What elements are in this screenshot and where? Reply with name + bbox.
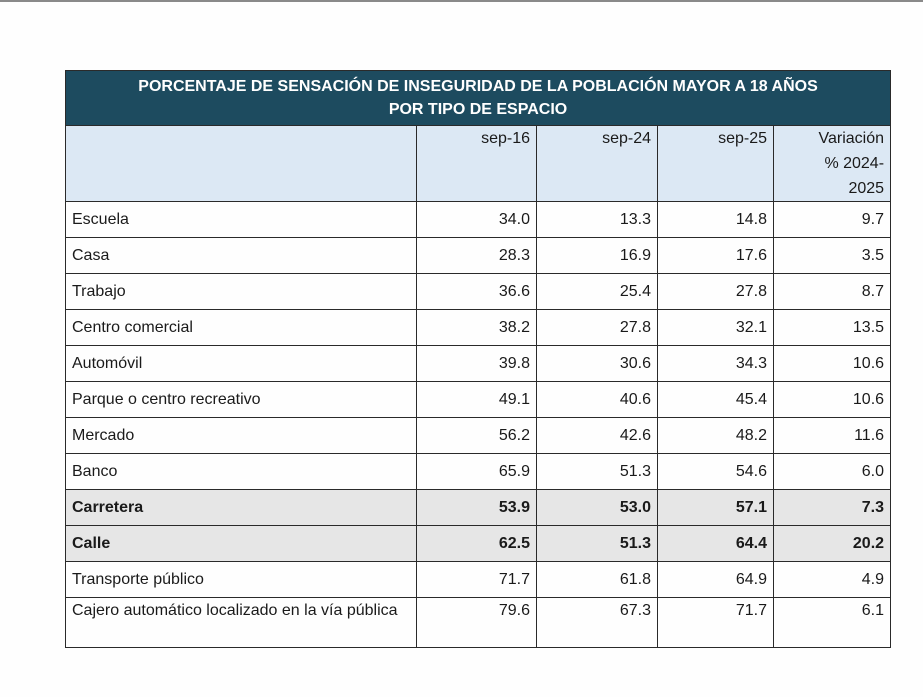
cell-sep-24: 61.8 [536, 561, 658, 598]
cell-sep-24: 40.6 [536, 381, 658, 418]
table-row: Banco 65.9 51.3 54.6 6.0 [65, 453, 892, 490]
row-label: Parque o centro recreativo [65, 381, 417, 418]
row-label: Banco [65, 453, 417, 490]
row-label: Transporte público [65, 561, 417, 598]
cell-variation: 11.6 [772, 417, 892, 454]
cell-sep-24: 42.6 [536, 417, 658, 454]
row-label: Mercado [65, 417, 417, 454]
cell-sep-16: 28.3 [416, 237, 537, 274]
row-label: Automóvil [65, 345, 417, 382]
insecurity-table: PORCENTAJE DE SENSACIÓN DE INSEGURIDAD D… [64, 70, 892, 648]
cell-sep-25: 71.7 [657, 597, 774, 648]
cell-sep-25: 34.3 [657, 345, 774, 382]
cell-sep-16: 34.0 [416, 201, 537, 238]
cell-sep-25: 17.6 [657, 237, 774, 274]
table-row: Carretera 53.9 53.0 57.1 7.3 [65, 489, 892, 526]
title-line-2: POR TIPO DE ESPACIO [388, 101, 568, 118]
row-label: Cajero automático localizado en la vía p… [65, 597, 417, 648]
cell-sep-16: 53.9 [416, 489, 537, 526]
row-label: Trabajo [65, 273, 417, 310]
cell-variation: 9.7 [772, 201, 892, 238]
row-label: Centro comercial [65, 309, 417, 346]
row-label: Casa [65, 237, 417, 274]
row-label: Calle [65, 525, 417, 562]
cell-sep-16: 39.8 [416, 345, 537, 382]
cell-variation: 20.2 [772, 525, 892, 562]
table-row: Casa 28.3 16.9 17.6 3.5 [65, 237, 892, 274]
cell-sep-24: 16.9 [536, 237, 658, 274]
cell-sep-24: 67.3 [536, 597, 658, 648]
cell-variation: 3.5 [772, 237, 892, 274]
cell-variation: 7.3 [772, 489, 892, 526]
table-title: PORCENTAJE DE SENSACIÓN DE INSEGURIDAD D… [64, 70, 892, 126]
header-variation: Variación % 2024- 2025 [772, 125, 892, 202]
cell-sep-25: 32.1 [657, 309, 774, 346]
cell-sep-25: 45.4 [657, 381, 774, 418]
top-border-line [0, 0, 923, 2]
title-line-1: PORCENTAJE DE SENSACIÓN DE INSEGURIDAD D… [138, 78, 818, 95]
cell-variation: 6.0 [772, 453, 892, 490]
cell-sep-16: 49.1 [416, 381, 537, 418]
cell-variation: 10.6 [772, 345, 892, 382]
cell-sep-16: 71.7 [416, 561, 537, 598]
table-row: Parque o centro recreativo 49.1 40.6 45.4 10… [65, 381, 892, 418]
table-row: Calle 62.5 51.3 64.4 20.2 [65, 525, 892, 562]
cell-sep-24: 51.3 [536, 525, 658, 562]
cell-sep-25: 64.4 [657, 525, 774, 562]
cell-sep-16: 79.6 [416, 597, 537, 648]
cell-sep-25: 57.1 [657, 489, 774, 526]
cell-variation: 4.9 [772, 561, 892, 598]
row-label: Carretera [65, 489, 417, 526]
cell-sep-24: 27.8 [536, 309, 658, 346]
cell-variation: 10.6 [772, 381, 892, 418]
header-row: sep-16 sep-24 sep-25 Variación % 2024- 2… [65, 125, 892, 202]
header-sep-16: sep-16 [416, 125, 537, 202]
table-row: Escuela 34.0 13.3 14.8 9.7 [65, 201, 892, 238]
cell-sep-16: 65.9 [416, 453, 537, 490]
cell-sep-25: 64.9 [657, 561, 774, 598]
cell-sep-24: 13.3 [536, 201, 658, 238]
header-empty [65, 125, 417, 202]
cell-sep-16: 36.6 [416, 273, 537, 310]
row-label: Escuela [65, 201, 417, 238]
cell-sep-24: 25.4 [536, 273, 658, 310]
cell-sep-24: 51.3 [536, 453, 658, 490]
table-row: Centro comercial 38.2 27.8 32.1 13.5 [65, 309, 892, 346]
cell-sep-24: 53.0 [536, 489, 658, 526]
table-row: Mercado 56.2 42.6 48.2 11.6 [65, 417, 892, 454]
cell-sep-24: 30.6 [536, 345, 658, 382]
header-sep-24: sep-24 [536, 125, 658, 202]
cell-sep-16: 56.2 [416, 417, 537, 454]
cell-variation: 6.1 [772, 597, 892, 648]
cell-variation: 13.5 [772, 309, 892, 346]
cell-sep-25: 14.8 [657, 201, 774, 238]
cell-sep-25: 48.2 [657, 417, 774, 454]
cell-sep-25: 54.6 [657, 453, 774, 490]
header-sep-25: sep-25 [657, 125, 774, 202]
table-row: Trabajo 36.6 25.4 27.8 8.7 [65, 273, 892, 310]
cell-sep-16: 62.5 [416, 525, 537, 562]
table-row: Cajero automático localizado en la vía p… [65, 597, 892, 648]
cell-sep-25: 27.8 [657, 273, 774, 310]
table-row: Transporte público 71.7 61.8 64.9 4.9 [65, 561, 892, 598]
cell-sep-16: 38.2 [416, 309, 537, 346]
table-row: Automóvil 39.8 30.6 34.3 10.6 [65, 345, 892, 382]
cell-variation: 8.7 [772, 273, 892, 310]
